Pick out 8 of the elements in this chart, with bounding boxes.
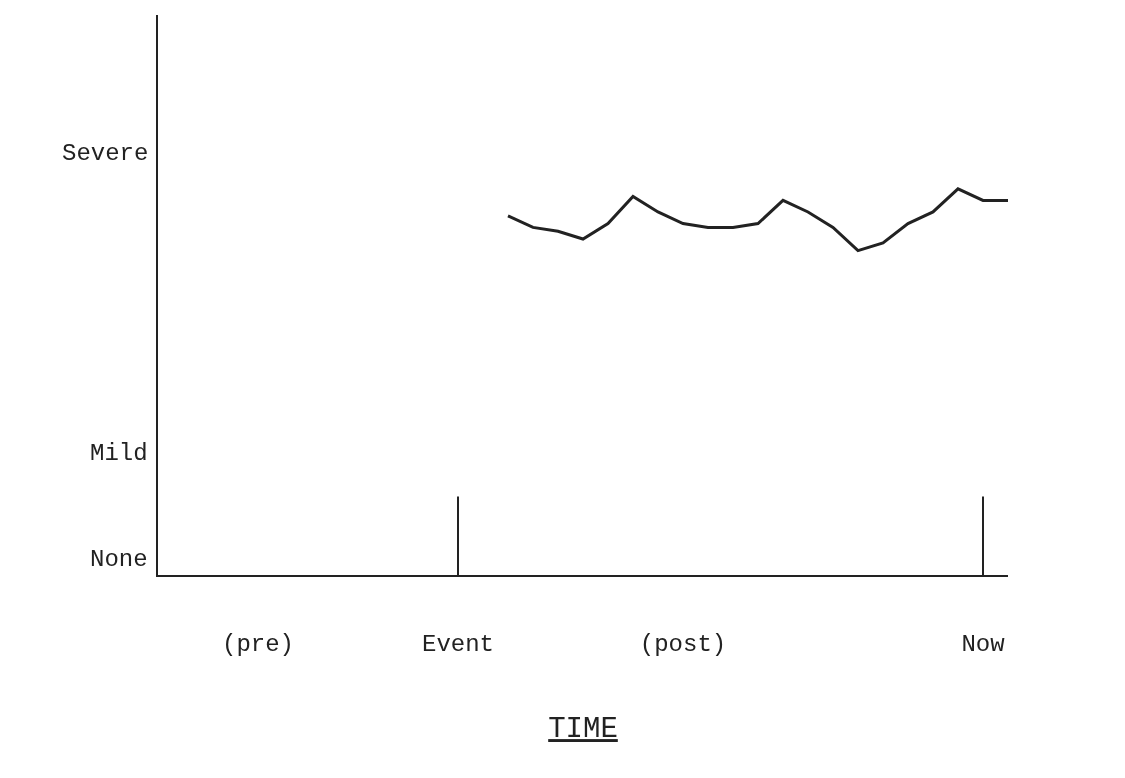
x-tick-label: Now — [961, 630, 1006, 658]
x-tick-label: (pre) — [221, 630, 295, 658]
x-axis-title: TIME — [548, 713, 618, 747]
text: None — [90, 546, 148, 573]
x-tick-label: Event — [421, 630, 495, 658]
x-tick-label: (post) — [639, 630, 727, 658]
text: Mild — [90, 440, 148, 467]
text: Severe — [62, 140, 149, 167]
